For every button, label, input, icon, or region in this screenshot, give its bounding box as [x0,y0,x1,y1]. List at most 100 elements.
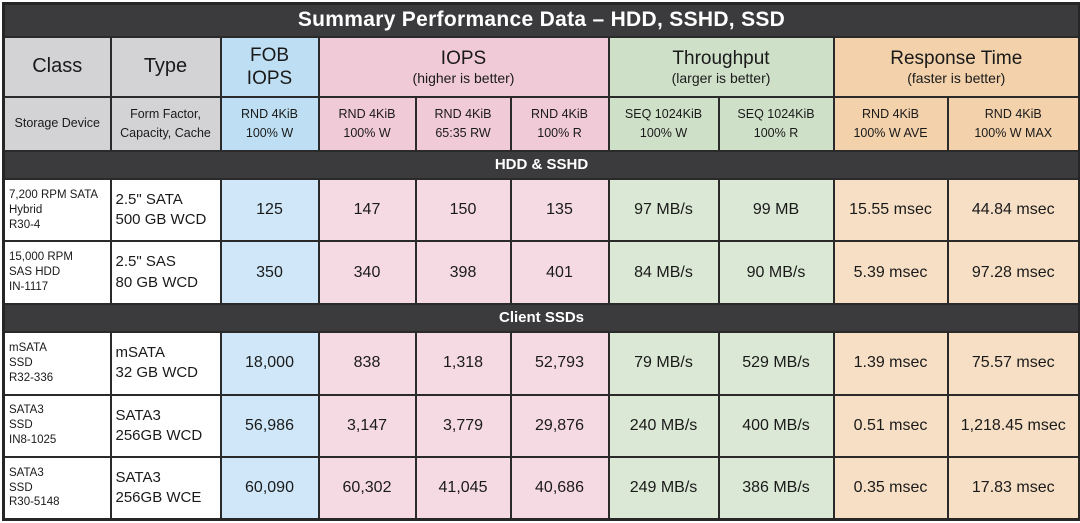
class-line: SSD [9,356,33,369]
iops-100r-value: 40,686 [509,456,610,521]
section-header-client-ssds: Client SSDs [2,302,1080,334]
subheader-iops-rnd4kib-100w: RND 4KiB 100% W [317,96,417,152]
table-row: SATA3 SSD R30-5148 SATA3 256GB WCE 60,09… [2,456,1080,521]
iops-100w-value: 60,302 [317,456,417,521]
sub-l2: 100% W [639,125,688,140]
rt-ave-value: 15.55 msec [832,177,949,243]
type-line: 32 GB WCD [115,364,199,382]
class-line: IN8-1025 [9,434,57,447]
type-cell: SATA3 256GB WCD [109,393,222,459]
type-line: mSATA [115,344,165,362]
tp-100r-value: 386 MB/s [717,456,835,521]
iops-100w-value: 147 [317,177,417,243]
type-line: SATA3 [115,406,161,424]
subheader-fob-rnd4kib-100w: RND 4KiB 100% W [219,96,320,152]
fob-iops-value: 60,090 [219,456,320,521]
sub-l2: 100% R [537,125,582,140]
class-line: 7,200 RPM SATA [9,188,99,201]
rt-ave-value: 0.35 msec [832,456,949,521]
type-line: 256GB WCD [115,426,203,444]
table-row: 7,200 RPM SATA Hybrid R30-4 2.5" SATA 50… [2,177,1080,243]
sub-l1: SEQ 1024KiB [624,106,703,121]
iops-6535rw-value: 150 [414,177,512,243]
subheader-iops-rnd4kib-100r: RND 4KiB 100% R [509,96,610,152]
rt-ave-value: 5.39 msec [832,240,949,305]
type-cell: 2.5" SAS 80 GB WCD [109,240,222,305]
type-line: 2.5" SATA [115,190,183,208]
sub-l1: RND 4KiB [434,106,492,121]
type-label: Type [143,55,188,78]
rt-max-value: 44.84 msec [946,177,1080,243]
tp-100w-value: 240 MB/s [607,393,720,459]
throughput-label: Throughput [672,47,770,69]
iops-100w-value: 340 [317,240,417,305]
type-line: 2.5" SAS [115,253,176,271]
iops-100w-value: 838 [317,331,417,396]
class-line: R30-5148 [9,496,60,509]
sub-l1: RND 4KiB [862,106,919,121]
throughput-note: (larger is better) [671,69,771,86]
sub-l1: RND 4KiB [241,106,298,121]
form-factor-line1: Form Factor, [130,106,201,121]
table-row: mSATA SSD R32-336 mSATA 32 GB WCD 18,000… [2,331,1080,396]
storage-device-subheader-text: Storage Device [14,116,100,131]
tp-100w-value: 84 MB/s [607,240,720,305]
fob-label-line1: FOB [249,44,290,66]
type-line: 500 GB WCD [115,211,207,229]
iops-note: (higher is better) [412,69,515,86]
form-factor-subheader: Form Factor, Capacity, Cache [109,96,222,152]
class-cell: mSATA SSD R32-336 [2,331,112,396]
class-line: R30-4 [9,218,41,231]
rt-max-value: 75.57 msec [946,331,1080,396]
tp-100r-value: 529 MB/s [717,331,835,396]
class-line: SAS HDD [9,266,61,279]
type-cell: 2.5" SATA 500 GB WCD [109,177,222,243]
iops-100r-value: 135 [509,177,610,243]
iops-100r-value: 29,876 [509,393,610,459]
fob-iops-value: 125 [219,177,320,243]
class-line: IN-1117 [9,281,49,294]
subheader-tp-seq1024-100r: SEQ 1024KiB 100% R [717,96,835,152]
type-line: 256GB WCE [115,489,202,506]
iops-100r-value: 401 [509,240,610,305]
type-column-header: Type [109,35,222,99]
fob-iops-group-header: FOB IOPS [219,35,320,99]
iops-100w-value: 3,147 [317,393,417,459]
rt-max-value: 1,218.45 msec [946,393,1080,459]
fob-iops-value: 56,986 [219,393,320,459]
sub-l1: RND 4KiB [531,106,588,121]
class-label: Class [32,55,83,78]
tp-100w-value: 79 MB/s [607,331,720,396]
class-cell: 15,000 RPM SAS HDD IN-1117 [2,240,112,305]
class-column-header: Class [2,35,112,99]
fob-iops-value: 350 [219,240,320,305]
response-time-group-header: Response Time (faster is better) [832,35,1080,99]
class-line: SSD [9,481,33,494]
class-line: mSATA [9,341,47,354]
type-line: 80 GB WCD [115,273,199,291]
sub-l2: 100% W [343,125,391,140]
class-cell: SATA3 SSD IN8-1025 [2,393,112,459]
subheader-rt-rnd4kib-max: RND 4KiB 100% W MAX [946,96,1080,152]
sub-l2: 100% W MAX [974,125,1053,140]
table-row: SATA3 SSD IN8-1025 SATA3 256GB WCD 56,98… [2,393,1080,459]
sub-l1: SEQ 1024KiB [737,106,815,121]
type-line: SATA3 [115,468,161,486]
type-cell: mSATA 32 GB WCD [109,331,222,396]
rt-max-value: 17.83 msec [946,456,1080,521]
iops-6535rw-value: 398 [414,240,512,305]
sub-l2: 100% W AVE [853,125,928,140]
tp-100r-value: 99 MB [717,177,835,243]
section-header-hdd-sshd: HDD & SSHD [2,149,1080,180]
tp-100r-value: 400 MB/s [717,393,835,459]
class-line: 15,000 RPM [9,251,73,264]
class-cell: SATA3 SSD R30-5148 [2,456,112,521]
class-line: Hybrid [9,203,43,216]
class-line: SATA3 [9,404,44,417]
subheader-tp-seq1024-100w: SEQ 1024KiB 100% W [607,96,720,152]
tp-100w-value: 249 MB/s [607,456,720,521]
iops-100r-value: 52,793 [509,331,610,396]
iops-6535rw-value: 41,045 [414,456,512,521]
